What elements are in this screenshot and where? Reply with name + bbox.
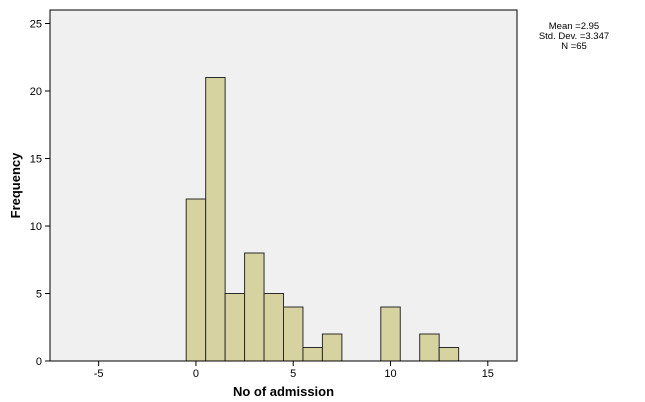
axes <box>49 10 517 362</box>
y-tick-label: 5 <box>36 289 42 301</box>
n-stat: N =65 <box>561 41 587 52</box>
x-tick-label: 15 <box>482 368 494 380</box>
y-tick-label: 0 <box>36 356 42 368</box>
histogram-bar <box>224 293 246 362</box>
histogram-bar <box>419 333 440 362</box>
x-tick-label: 0 <box>193 368 199 380</box>
histogram-bar <box>185 198 207 362</box>
y-tick-label: 25 <box>30 19 42 31</box>
histogram-bar <box>321 333 343 362</box>
histogram-bar <box>244 252 265 362</box>
y-axis-ticks: 0 5 10 15 20 25 <box>30 19 50 368</box>
histogram-bar <box>263 293 284 362</box>
x-tick-label: -5 <box>94 368 104 380</box>
y-axis-title: Frequency <box>8 152 23 219</box>
y-tick-label: 10 <box>30 221 42 233</box>
y-tick-label: 20 <box>30 86 42 98</box>
histogram-bar <box>302 347 323 362</box>
histogram-bar <box>205 77 226 362</box>
summary-statistics: Mean =2.95 Std. Dev. =3.347 N =65 <box>519 22 629 52</box>
x-tick-label: 10 <box>384 368 396 380</box>
histogram-bar <box>438 347 460 362</box>
std-dev-stat: Std. Dev. =3.347 <box>538 31 610 42</box>
y-tick-label: 15 <box>30 154 42 166</box>
x-tick-label: 5 <box>290 368 296 380</box>
histogram-bar <box>283 306 304 362</box>
histogram-bars <box>185 77 460 362</box>
x-axis-title: No of admission <box>233 384 334 399</box>
x-axis-ticks: -5 0 5 10 15 <box>94 361 494 380</box>
histogram-bar <box>380 306 401 362</box>
mean-stat: Mean =2.95 <box>548 21 600 32</box>
